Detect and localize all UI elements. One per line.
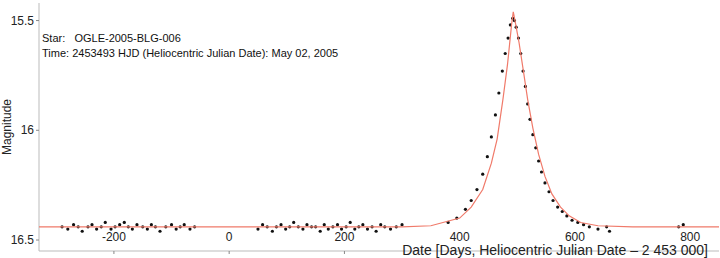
data-point <box>183 223 186 226</box>
data-point <box>543 181 546 184</box>
chart: 15.51616.5-2000200400600800Star: OGLE-20… <box>0 0 720 258</box>
data-point <box>327 227 330 230</box>
data-point <box>72 223 75 226</box>
data-point <box>256 227 259 230</box>
y-tick <box>36 130 39 131</box>
data-point <box>301 227 304 230</box>
data-point <box>323 223 326 226</box>
data-point <box>490 135 493 138</box>
data-point <box>135 223 138 226</box>
annotation: Star: OGLE-2005-BLG-006 <box>42 32 181 44</box>
data-point <box>464 208 467 211</box>
data-point <box>158 230 161 233</box>
data-point <box>284 227 287 230</box>
data-point <box>481 173 484 176</box>
data-point <box>570 219 573 222</box>
data-point <box>131 227 134 230</box>
data-point <box>305 223 308 226</box>
data-point <box>608 230 611 233</box>
data-point <box>319 230 322 233</box>
data-point <box>118 223 121 226</box>
data-point <box>486 155 489 158</box>
x-tick <box>113 251 114 254</box>
data-point <box>150 223 153 226</box>
data-point <box>81 230 84 233</box>
data-point <box>188 227 191 230</box>
y-tick-label: 16.5 <box>11 233 35 247</box>
data-point <box>470 199 473 202</box>
x-tick <box>229 251 230 254</box>
data-point <box>588 225 591 228</box>
data-point <box>292 221 295 224</box>
data-point <box>379 223 382 226</box>
x-tick-label: 200 <box>334 230 354 244</box>
data-point <box>497 91 500 94</box>
data-point <box>361 223 364 226</box>
data-point <box>475 188 478 191</box>
plot-area <box>39 12 719 233</box>
data-point <box>506 37 509 40</box>
data-point <box>349 221 352 224</box>
data-point <box>596 227 599 230</box>
x-axis-label: Date [Days, Heliocentric Julian Date – 2… <box>402 242 708 258</box>
data-point <box>170 223 173 226</box>
y-axis-label: Magnitude <box>0 99 14 155</box>
data-point <box>90 223 93 226</box>
data-point <box>375 230 378 233</box>
data-point <box>66 227 69 230</box>
data-point <box>353 227 356 230</box>
x-tick-label: -200 <box>102 230 126 244</box>
data-point <box>501 69 504 72</box>
data-point <box>551 199 554 202</box>
y-tick-label: 15.5 <box>11 14 35 28</box>
data-point <box>279 223 282 226</box>
data-point <box>109 227 112 230</box>
x-tick <box>344 251 345 254</box>
data-point <box>682 223 685 226</box>
data-point <box>271 230 274 233</box>
data-point <box>95 227 98 230</box>
y-axis-line <box>39 3 40 251</box>
data-point <box>336 223 339 226</box>
data-point <box>340 227 343 230</box>
data-point <box>366 227 369 230</box>
data-point <box>123 221 126 224</box>
data-point <box>146 227 149 230</box>
data-point <box>175 227 178 230</box>
data-point <box>504 52 507 55</box>
data-point <box>400 223 403 226</box>
data-point <box>261 223 264 226</box>
y-tick-label: 16 <box>21 123 35 137</box>
annotation: Time: 2453493 HJD (Heliocentric Julian D… <box>42 47 338 59</box>
data-point <box>104 221 107 224</box>
fit-line <box>39 12 719 227</box>
data-point <box>494 113 497 116</box>
data-point <box>389 227 392 230</box>
y-tick <box>36 240 39 241</box>
y-tick <box>36 20 39 21</box>
x-tick-label: 0 <box>226 230 233 244</box>
data-point <box>540 170 543 173</box>
data-point <box>556 206 559 209</box>
